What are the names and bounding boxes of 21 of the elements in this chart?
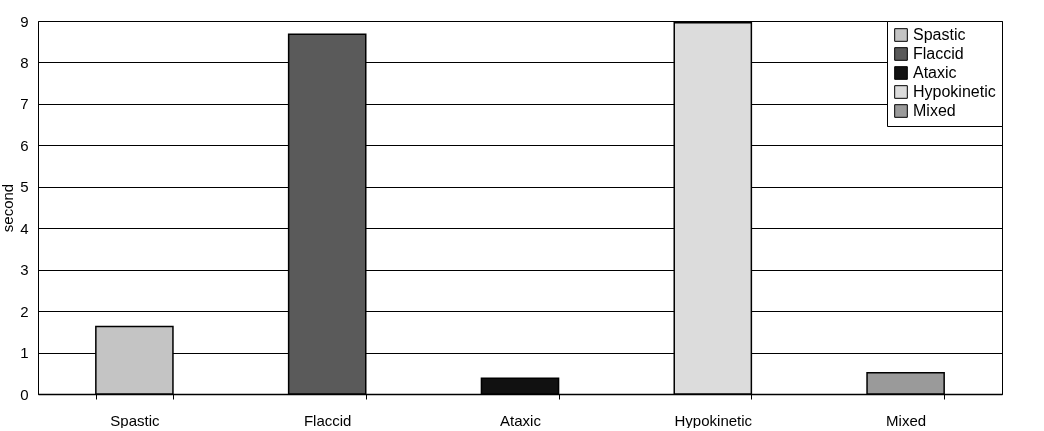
legend-label: Mixed	[913, 102, 956, 119]
y-tick-label: 7	[20, 95, 29, 113]
legend-label: Spastic	[913, 26, 966, 43]
y-tick-label: 2	[20, 302, 29, 320]
y-tick-label: 0	[20, 385, 29, 403]
x-tick-label: Flaccid	[303, 411, 352, 429]
y-tick-label: 4	[20, 219, 29, 237]
x-tick-label: Mixed	[886, 411, 927, 429]
legend-label: Ataxic	[913, 64, 957, 81]
y-tick-label: 1	[20, 344, 29, 362]
y-tick-label: 3	[20, 261, 29, 279]
y-tick-label: 6	[20, 136, 29, 154]
x-tick-label: Hypokinetic	[674, 411, 753, 429]
legend-label: Flaccid	[913, 45, 964, 62]
y-tick-label: 8	[20, 53, 29, 71]
x-tick-label: Ataxic	[500, 411, 542, 429]
y-axis-title: second	[0, 183, 17, 233]
y-tick-label: 9	[20, 12, 29, 30]
x-tick-label: Spastic	[110, 411, 160, 429]
legend-label: Hypokinetic	[913, 83, 996, 100]
y-tick-label: 5	[20, 178, 29, 196]
